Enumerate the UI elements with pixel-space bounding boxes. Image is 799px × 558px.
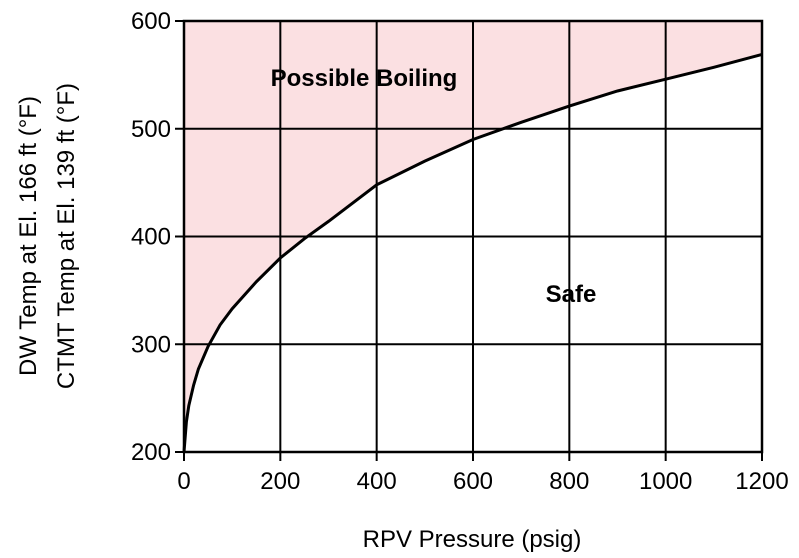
x-tick-label-800: 800 xyxy=(549,468,589,495)
x-tick-label-600: 600 xyxy=(453,468,493,495)
y-tick-label-400: 400 xyxy=(131,224,171,251)
y-tick-label-500: 500 xyxy=(131,116,171,143)
y-tick-label-200: 200 xyxy=(131,439,171,466)
region-label-safe: Safe xyxy=(546,281,597,308)
x-tick-labels: 0 200 400 600 800 1000 1200 xyxy=(177,468,788,495)
grid xyxy=(184,21,762,452)
region-label-possible-boiling: Possible Boiling xyxy=(271,65,458,92)
y-tick-labels: 200 300 400 500 600 xyxy=(131,8,171,466)
x-tick-label-400: 400 xyxy=(357,468,397,495)
x-tick-label-1000: 1000 xyxy=(639,468,692,495)
boiling-limit-curve xyxy=(182,52,763,453)
x-tick-label-1200: 1200 xyxy=(735,468,788,495)
y-tick-label-600: 600 xyxy=(131,8,171,35)
x-tick-label-0: 0 xyxy=(177,468,190,495)
y-axis-title-line-2: CTMT Temp at El. 139 ft (°F) xyxy=(53,83,80,389)
y-axis-title-line-1: DW Temp at El. 166 ft (°F) xyxy=(15,96,42,376)
x-tick-label-200: 200 xyxy=(260,468,300,495)
y-tick-label-300: 300 xyxy=(131,331,171,358)
x-axis-title: RPV Pressure (psig) xyxy=(363,526,582,553)
tick-marks xyxy=(175,20,763,461)
